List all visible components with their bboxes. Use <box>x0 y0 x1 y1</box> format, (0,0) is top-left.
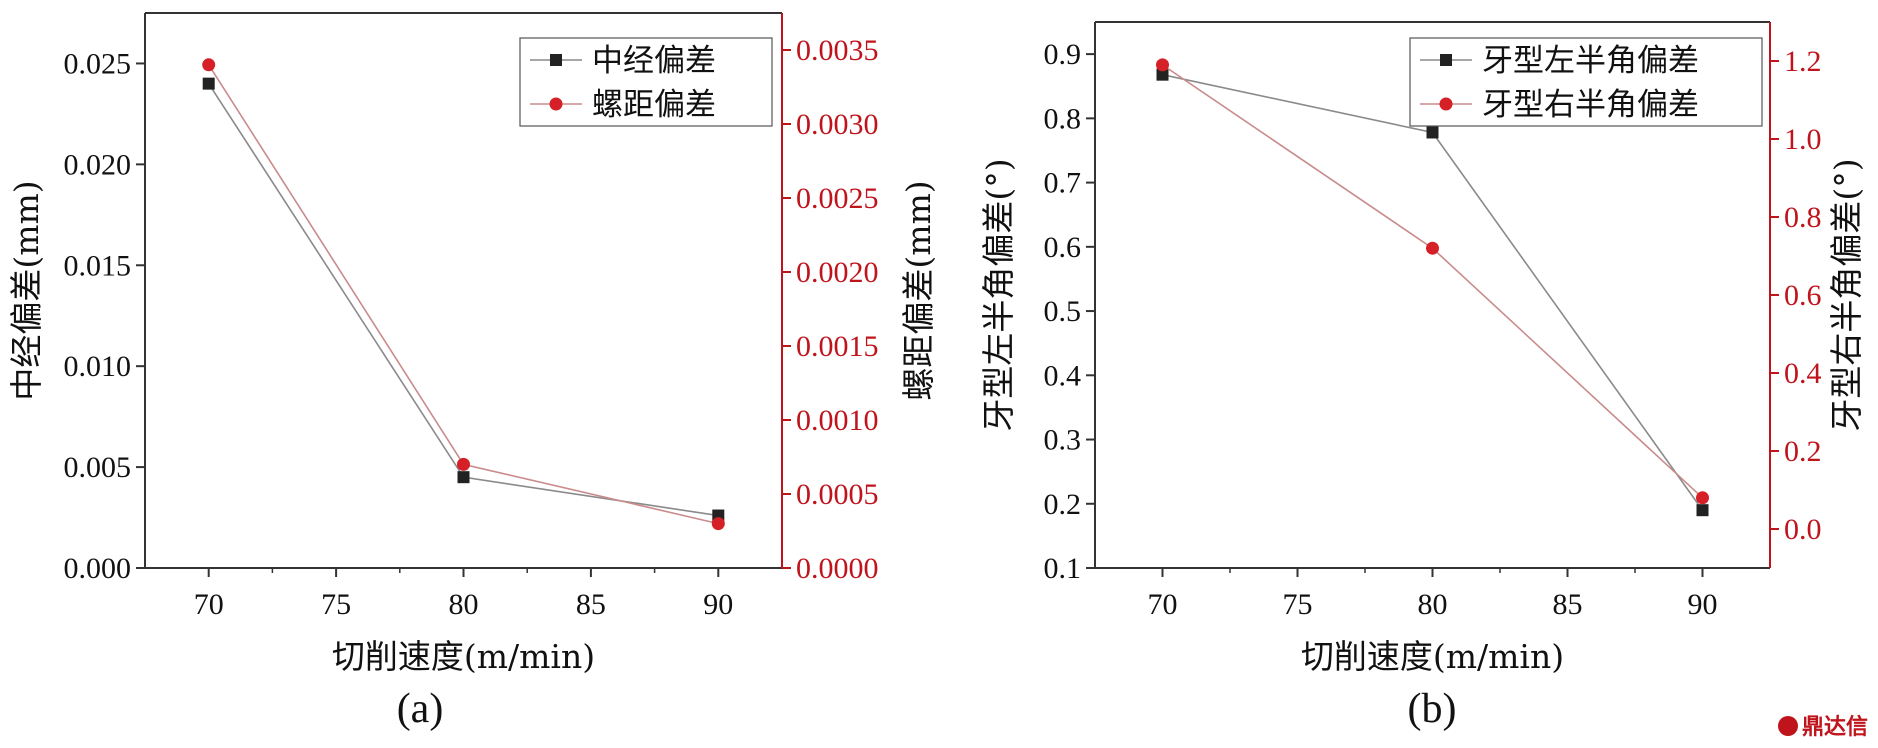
chart-panel-b: 70 75 80 85 90 0.1 0.2 0.3 0.4 0.5 0.6 0.7 0.8 0.9 0.0… <box>979 21 1866 732</box>
series-line <box>208 83 719 517</box>
data-point-circle <box>1426 241 1439 255</box>
data-point-square <box>1426 126 1439 139</box>
y-left-tick-label: 0.3 <box>1044 424 1082 457</box>
y-right-tick-label: 1.0 <box>1784 123 1822 156</box>
data-point-square <box>1696 504 1709 517</box>
y-right-tick-label: 0.2 <box>1784 435 1822 468</box>
x-tick-label: 70 <box>1148 588 1178 621</box>
legend-marker-circle <box>549 97 563 111</box>
watermark-text: 鼎达信 <box>1802 714 1868 740</box>
y-left-tick-label: 0.7 <box>1044 167 1082 200</box>
x-axis-title: 切削速度(m/min) <box>1301 637 1564 676</box>
y-left-tick-label: 0.6 <box>1044 231 1082 264</box>
watermark: 鼎达信 <box>1778 714 1868 740</box>
y-right-tick-label: 0.0000 <box>796 552 879 585</box>
y-right-tick-label: 0.0020 <box>796 256 879 289</box>
data-point-square <box>202 77 215 90</box>
data-point-square <box>1156 68 1169 81</box>
y-left-tick-label: 0.015 <box>64 249 132 282</box>
x-tick-label: 70 <box>194 588 224 621</box>
y-right-tick-label: 0.4 <box>1784 357 1822 390</box>
y-right-tick-label: 0.0 <box>1784 513 1822 546</box>
y-right-tick-label: 1.2 <box>1784 45 1822 78</box>
y-left-tick-label: 0.9 <box>1044 38 1082 71</box>
y-right-tick-label: 0.0035 <box>796 34 879 67</box>
watermark-logo-icon <box>1778 716 1798 736</box>
y-left-axis-title: 中经偏差(mm) <box>7 180 46 400</box>
data-point-square <box>457 471 470 484</box>
y-left-tick-label: 0.2 <box>1044 488 1082 521</box>
x-tick-label: 85 <box>1553 588 1583 621</box>
y-left-tick-label: 0.010 <box>64 350 132 383</box>
x-tick-label: 90 <box>1688 588 1718 621</box>
y-right-tick-label: 0.6 <box>1784 279 1822 312</box>
legend-box <box>1409 37 1763 127</box>
legend-marker-square <box>550 54 562 66</box>
x-tick-label: 90 <box>703 588 733 621</box>
y-left-tick-label: 0.000 <box>64 552 132 585</box>
y-left-tick-label: 0.005 <box>64 451 132 484</box>
panel-label: (b) <box>1408 686 1457 732</box>
y-left-tick-label: 0.020 <box>64 148 132 181</box>
y-right-tick-label: 0.0010 <box>796 404 879 437</box>
legend-marker-square <box>1440 54 1452 66</box>
y-right-tick-label: 0.0030 <box>796 108 879 141</box>
y-left-axis-title: 牙型左半角偏差(°) <box>979 158 1018 431</box>
data-point-circle <box>1156 58 1169 72</box>
chart-panel-a: 70 75 80 85 90 0.000 0.005 0.010 0.015 0.020 0.025… <box>7 12 938 732</box>
y-right-axis-title: 螺距偏差(mm) <box>899 180 938 400</box>
y-left-tick-label: 0.1 <box>1044 552 1082 585</box>
y-left-tick-label: 0.4 <box>1044 359 1082 392</box>
legend-box <box>519 37 773 127</box>
x-tick-label: 75 <box>321 588 351 621</box>
data-point-circle <box>457 457 470 471</box>
y-right-tick-label: 0.0025 <box>796 182 879 215</box>
y-right-tick-label: 0.8 <box>1784 201 1822 234</box>
y-left-tick-label: 0.025 <box>64 47 132 80</box>
legend-entry: 中经偏差 <box>592 43 716 79</box>
series-line <box>1162 73 1704 511</box>
panel-label: (a) <box>397 686 444 732</box>
y-right-tick-label: 0.0005 <box>796 478 879 511</box>
x-tick-label: 75 <box>1283 588 1313 621</box>
y-right-axis-title: 牙型右半角偏差(°) <box>1827 158 1866 431</box>
x-tick-label: 80 <box>1418 588 1448 621</box>
y-left-tick-label: 0.5 <box>1044 295 1082 328</box>
data-point-circle <box>202 58 216 72</box>
y-left-tick-label: 0.8 <box>1044 102 1082 135</box>
series-line <box>208 64 719 525</box>
x-tick-label: 85 <box>576 588 606 621</box>
data-point-circle <box>1696 491 1709 505</box>
y-right-tick-label: 0.0015 <box>796 330 879 363</box>
legend-entry: 螺距偏差 <box>592 87 716 123</box>
legend-marker-circle <box>1439 97 1453 111</box>
data-point-circle <box>711 517 725 531</box>
legend-entry: 牙型右半角偏差 <box>1482 87 1699 123</box>
x-axis-title: 切削速度(m/min) <box>332 637 595 676</box>
legend-entry: 牙型左半角偏差 <box>1482 43 1699 79</box>
x-tick-label: 80 <box>449 588 479 621</box>
